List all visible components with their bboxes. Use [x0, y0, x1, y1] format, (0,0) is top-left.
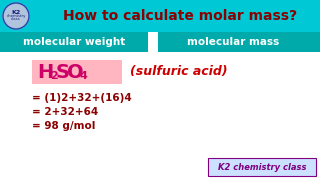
FancyBboxPatch shape: [0, 32, 320, 52]
Text: H: H: [37, 62, 53, 82]
Text: O: O: [67, 62, 84, 82]
FancyBboxPatch shape: [32, 60, 122, 84]
Text: chemistry: chemistry: [6, 14, 26, 18]
FancyBboxPatch shape: [208, 158, 316, 176]
FancyBboxPatch shape: [148, 32, 158, 52]
Text: K2: K2: [12, 10, 20, 15]
Text: = 2+32+64: = 2+32+64: [32, 107, 98, 117]
Text: = (1)2+32+(16)4: = (1)2+32+(16)4: [32, 93, 132, 103]
Circle shape: [3, 3, 29, 29]
Text: How to calculate molar mass?: How to calculate molar mass?: [63, 9, 297, 23]
Text: K2 chemistry class: K2 chemistry class: [218, 163, 306, 172]
Text: class: class: [11, 17, 21, 21]
Text: S: S: [56, 62, 70, 82]
Text: 2: 2: [50, 71, 58, 81]
Text: molecular mass: molecular mass: [187, 37, 279, 47]
FancyBboxPatch shape: [0, 0, 320, 32]
Text: molecular weight: molecular weight: [23, 37, 125, 47]
Text: (sulfuric acid): (sulfuric acid): [130, 66, 228, 78]
Text: 4: 4: [80, 71, 88, 81]
Text: = 98 g/mol: = 98 g/mol: [32, 121, 95, 131]
